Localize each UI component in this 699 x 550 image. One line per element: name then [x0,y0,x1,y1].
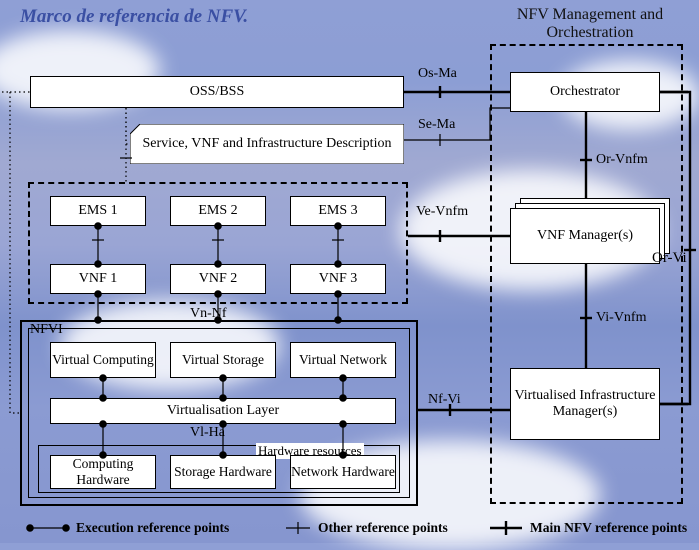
vnf3-box: VNF 3 [290,264,386,294]
ems2-box: EMS 2 [170,196,266,226]
network-hw-box: Network Hardware [290,455,396,489]
vi-vnfm-label: Vi-Vnfm [596,310,646,326]
orchestrator-box: Orchestrator [510,72,660,112]
or-vi-label: Or-Vi [652,250,687,267]
vn-nf-label: Vn-Nf [190,306,227,322]
or-vnfm-label: Or-Vnfm [596,152,648,168]
computing-hw-box: Computing Hardware [50,455,156,489]
virtual-network-box: Virtual Network [290,342,396,378]
legend-main: Main NFV reference points [530,520,687,536]
virtual-storage-box: Virtual Storage [170,342,276,378]
page-title: Marco de referencia de NFV. [20,6,248,28]
storage-hw-box: Storage Hardware [170,455,276,489]
vnf2-box: VNF 2 [170,264,266,294]
ems3-box: EMS 3 [290,196,386,226]
mano-header: NFV Management and Orchestration [500,6,680,42]
oss-bss-box: OSS/BSS [30,76,404,108]
virtualisation-layer-box: Virtualisation Layer [50,398,396,424]
legend-other: Other reference points [318,520,448,536]
vnf1-box: VNF 1 [50,264,146,294]
nf-vi-label: Nf-Vi [428,392,461,408]
ems1-box: EMS 1 [50,196,146,226]
vnf-manager-stack: VNF Manager(s) [510,208,660,264]
vl-ha-label: Vl-Ha [190,425,225,441]
os-ma-label: Os-Ma [418,66,457,82]
virtual-computing-box: Virtual Computing [50,342,156,378]
vim-box: Virtualised Infrastructure Manager(s) [510,368,660,440]
se-ma-label: Se-Ma [418,117,455,133]
legend-exec: Execution reference points [76,520,229,536]
nfvi-label: NFVI [30,322,63,338]
ve-vnfm-label: Ve-Vnfm [416,204,468,220]
svc-desc-box: Service, VNF and Infrastructure Descript… [130,124,404,164]
